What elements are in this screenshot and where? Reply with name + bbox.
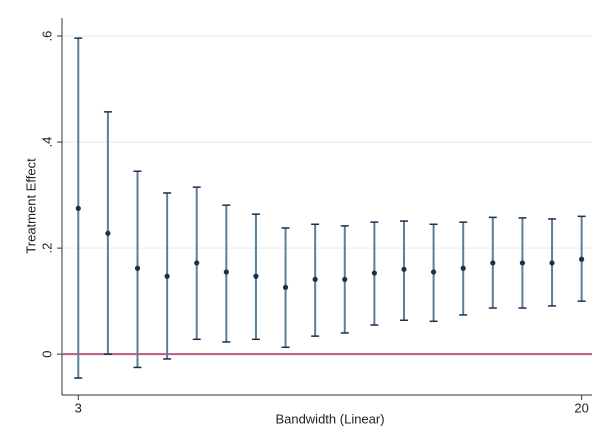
point <box>342 276 348 283</box>
point <box>282 284 289 290</box>
y-tick-label: 0 <box>39 351 54 358</box>
x-axis-label: Bandwidth (Linear) <box>275 411 384 426</box>
point <box>401 266 407 272</box>
point <box>105 230 111 236</box>
point <box>519 260 526 266</box>
y-tick-label: .2 <box>39 243 54 254</box>
point <box>549 260 555 266</box>
point <box>194 260 200 266</box>
point <box>371 270 377 276</box>
y-axis-label: Treatment Effect <box>23 158 38 254</box>
point <box>164 273 170 279</box>
point <box>134 265 141 271</box>
x-tick-label: 3 <box>75 400 82 415</box>
x-tick-label: 20 <box>574 400 588 415</box>
y-tick-label: .6 <box>39 31 54 42</box>
point <box>253 273 259 279</box>
point <box>75 205 81 211</box>
point <box>223 269 229 275</box>
point <box>579 256 585 262</box>
point <box>430 269 437 275</box>
point <box>490 260 496 266</box>
point <box>312 276 318 283</box>
point <box>460 265 466 271</box>
y-tick-label: .4 <box>39 137 54 148</box>
